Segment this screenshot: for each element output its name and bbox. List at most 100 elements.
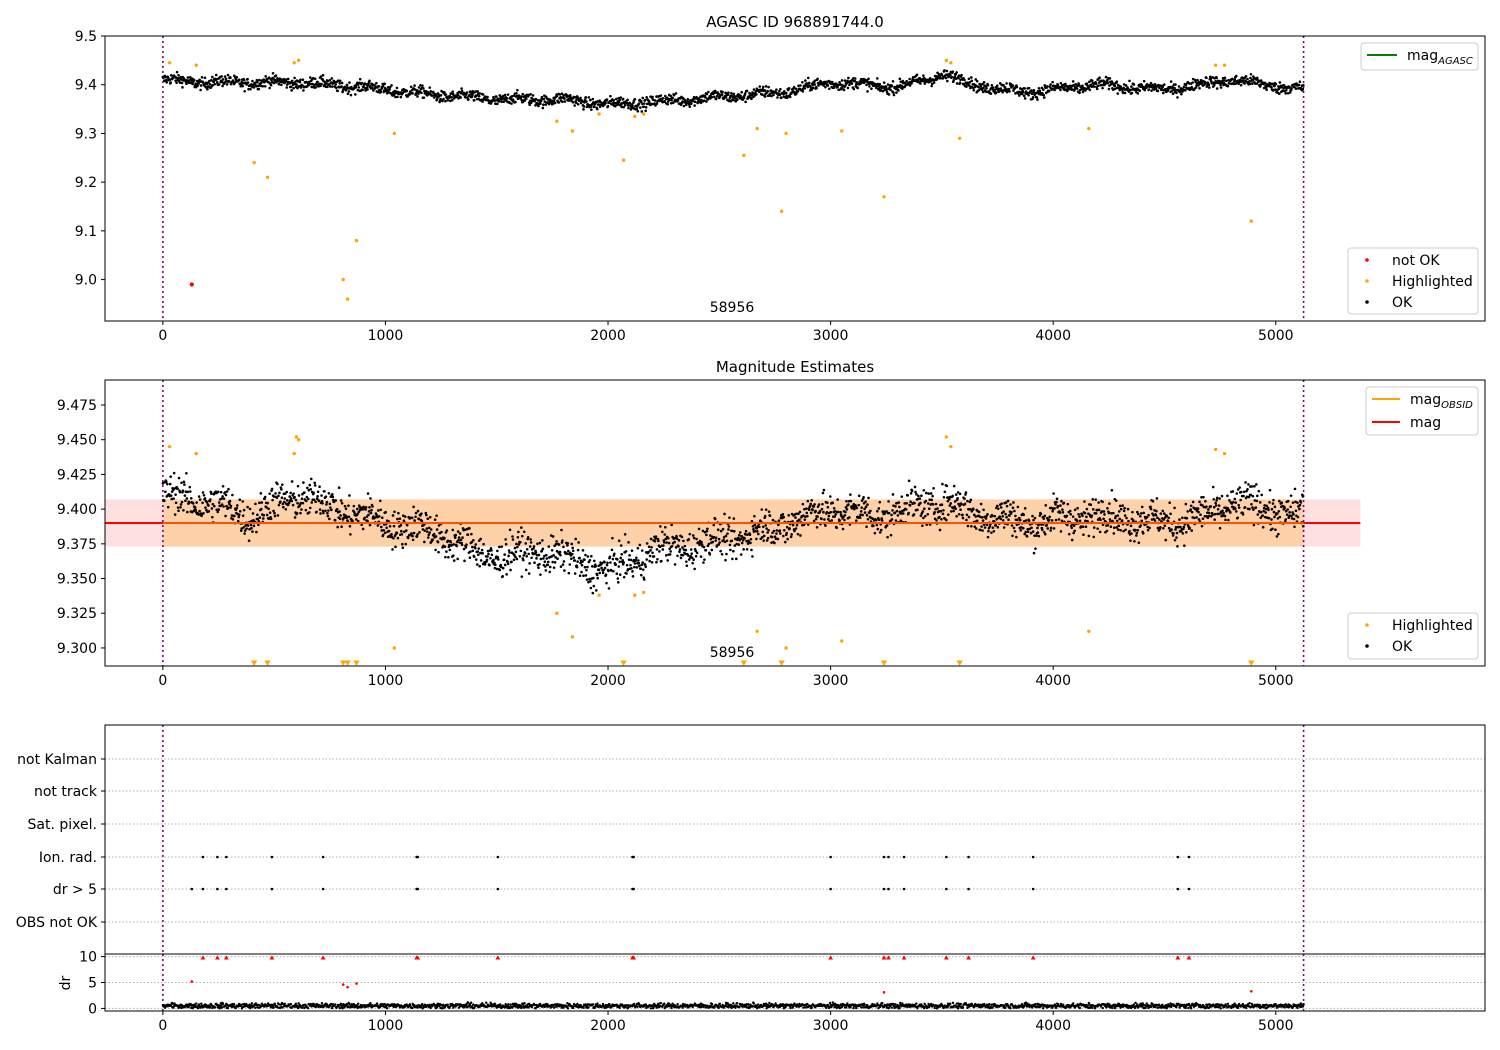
ok-point [180, 481, 183, 485]
ok-point [1221, 79, 1224, 83]
ok-point [241, 500, 244, 503]
legend-label: mag [1410, 415, 1441, 431]
ok-point [1216, 507, 1220, 511]
highlighted-point [570, 129, 575, 133]
ok-point [821, 491, 825, 495]
ok-point [714, 536, 718, 540]
ok-point [866, 517, 870, 521]
ok-point [502, 558, 506, 561]
ok-point [1223, 514, 1227, 518]
highlighted-point [742, 153, 746, 158]
ok-point [469, 550, 472, 553]
ok-point [591, 591, 595, 595]
ok-point [429, 528, 433, 531]
ok-point [686, 98, 690, 101]
flag-point [632, 887, 635, 891]
ok-point [1132, 83, 1136, 86]
ok-point [695, 551, 699, 555]
ok-point [174, 501, 178, 505]
ok-point [255, 78, 259, 82]
ok-point [208, 82, 212, 86]
ok-point [177, 509, 180, 513]
ok-point [778, 89, 781, 93]
ok-point [997, 90, 1001, 94]
ok-point [1023, 97, 1027, 100]
ok-point [965, 85, 968, 88]
highlighted-point [840, 639, 844, 643]
ok-point [787, 87, 791, 90]
ok-point [704, 96, 707, 99]
ok-point [823, 518, 826, 521]
ok-point [703, 99, 706, 102]
ok-point [321, 501, 324, 505]
ok-point [550, 548, 554, 552]
ok-point [552, 554, 555, 557]
ok-point [497, 545, 501, 549]
ok-point [1194, 86, 1198, 89]
ok-point [585, 100, 588, 103]
ok-point [876, 509, 879, 513]
ok-point [994, 523, 998, 527]
ok-point [1022, 94, 1026, 98]
ok-point [940, 503, 944, 507]
ok-point [369, 84, 372, 88]
ok-point [1130, 532, 1133, 535]
ok-point [671, 96, 674, 100]
ok-point [705, 92, 709, 96]
flag-point [967, 887, 970, 891]
ok-point [1198, 87, 1201, 90]
ok-point [1284, 89, 1288, 92]
ok-point [1022, 513, 1026, 517]
ok-point [1015, 535, 1018, 539]
ok-point [1096, 84, 1100, 88]
ok-point [1114, 499, 1118, 502]
ok-point [1302, 524, 1305, 528]
ok-point [1130, 85, 1133, 88]
ok-point [871, 81, 874, 84]
ok-point [514, 100, 517, 104]
ok-point [381, 84, 385, 88]
flag-point [1187, 855, 1191, 859]
ok-point [229, 82, 233, 86]
ok-point [963, 502, 967, 506]
ok-point [941, 512, 945, 516]
ok-point [868, 85, 871, 88]
ok-point [1132, 519, 1135, 522]
ok-point [1049, 526, 1053, 530]
ok-point [1119, 507, 1123, 511]
ok-point [545, 557, 549, 560]
ok-point [841, 527, 845, 531]
ok-point [299, 511, 302, 515]
ok-point [388, 88, 391, 91]
ok-point [292, 86, 295, 90]
ok-point [228, 499, 232, 503]
ok-point [676, 99, 680, 102]
ok-point [356, 88, 360, 92]
ok-point [757, 525, 761, 529]
ok-point [1005, 82, 1008, 85]
ok-point [432, 532, 436, 536]
ok-point [476, 553, 480, 557]
ok-point [699, 555, 703, 558]
ok-point [1094, 498, 1098, 501]
ok-point [401, 542, 404, 546]
ok-point [340, 81, 344, 85]
y-tick-label: 9.375 [57, 537, 97, 553]
ok-point [457, 538, 460, 542]
ok-point [986, 513, 989, 516]
ok-point [603, 560, 606, 564]
ok-point [425, 513, 428, 517]
ok-point [588, 558, 592, 562]
ok-point [1138, 514, 1142, 518]
ok-point [417, 86, 421, 89]
ok-point [528, 562, 531, 565]
ok-point [633, 97, 637, 101]
ok-point [393, 92, 396, 96]
ok-point [1030, 89, 1033, 92]
ok-point [765, 527, 768, 530]
ok-point [952, 509, 955, 513]
chart-title: Magnitude Estimates [716, 358, 874, 376]
ok-point [906, 494, 909, 497]
ok-point [954, 73, 957, 76]
ok-point [508, 528, 512, 532]
